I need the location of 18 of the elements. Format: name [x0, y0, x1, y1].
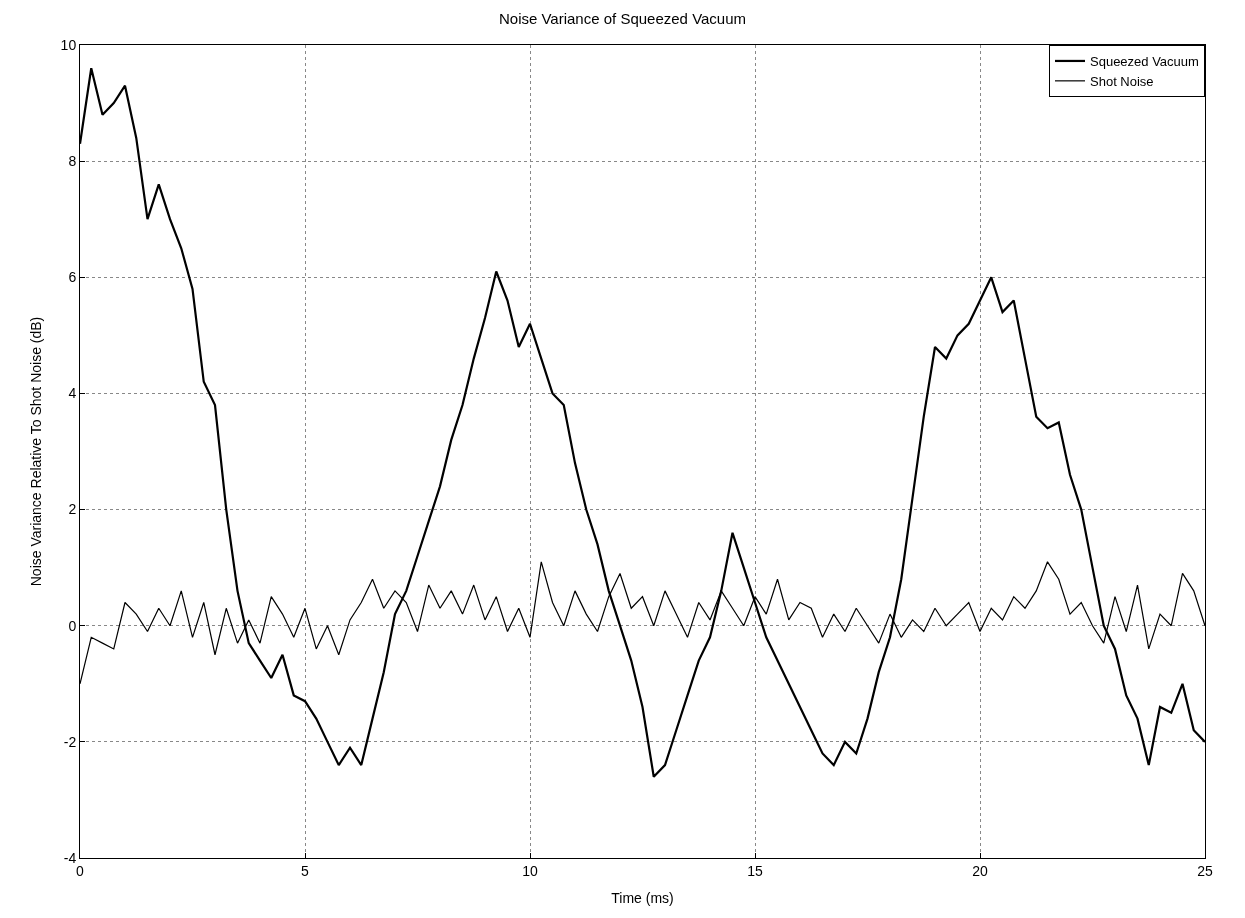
x-tick-label: 5 [301, 862, 310, 879]
y-axis-title: Noise Variance Relative To Shot Noise (dB) [28, 316, 45, 587]
y-tick-label: 8 [68, 153, 77, 170]
x-tick-label: 25 [1197, 862, 1213, 879]
legend-label: Shot Noise [1090, 73, 1154, 89]
x-tick-label: 15 [747, 862, 763, 879]
y-tick-label: -2 [63, 733, 77, 750]
y-tick-label: 10 [60, 36, 77, 53]
y-tick-label: 6 [68, 269, 77, 286]
y-tick-label: 0 [68, 617, 77, 634]
x-tick-label: 20 [972, 862, 988, 879]
x-axis-title: Time (ms) [611, 890, 674, 907]
x-tick-label: 10 [522, 862, 538, 879]
y-tick-label: -4 [63, 849, 77, 866]
legend-label: Squeezed Vacuum [1090, 54, 1199, 70]
chart-title: Noise Variance of Squeezed Vacuum [498, 10, 747, 28]
y-tick-label: 4 [68, 385, 77, 402]
y-tick-label: 2 [68, 501, 77, 518]
